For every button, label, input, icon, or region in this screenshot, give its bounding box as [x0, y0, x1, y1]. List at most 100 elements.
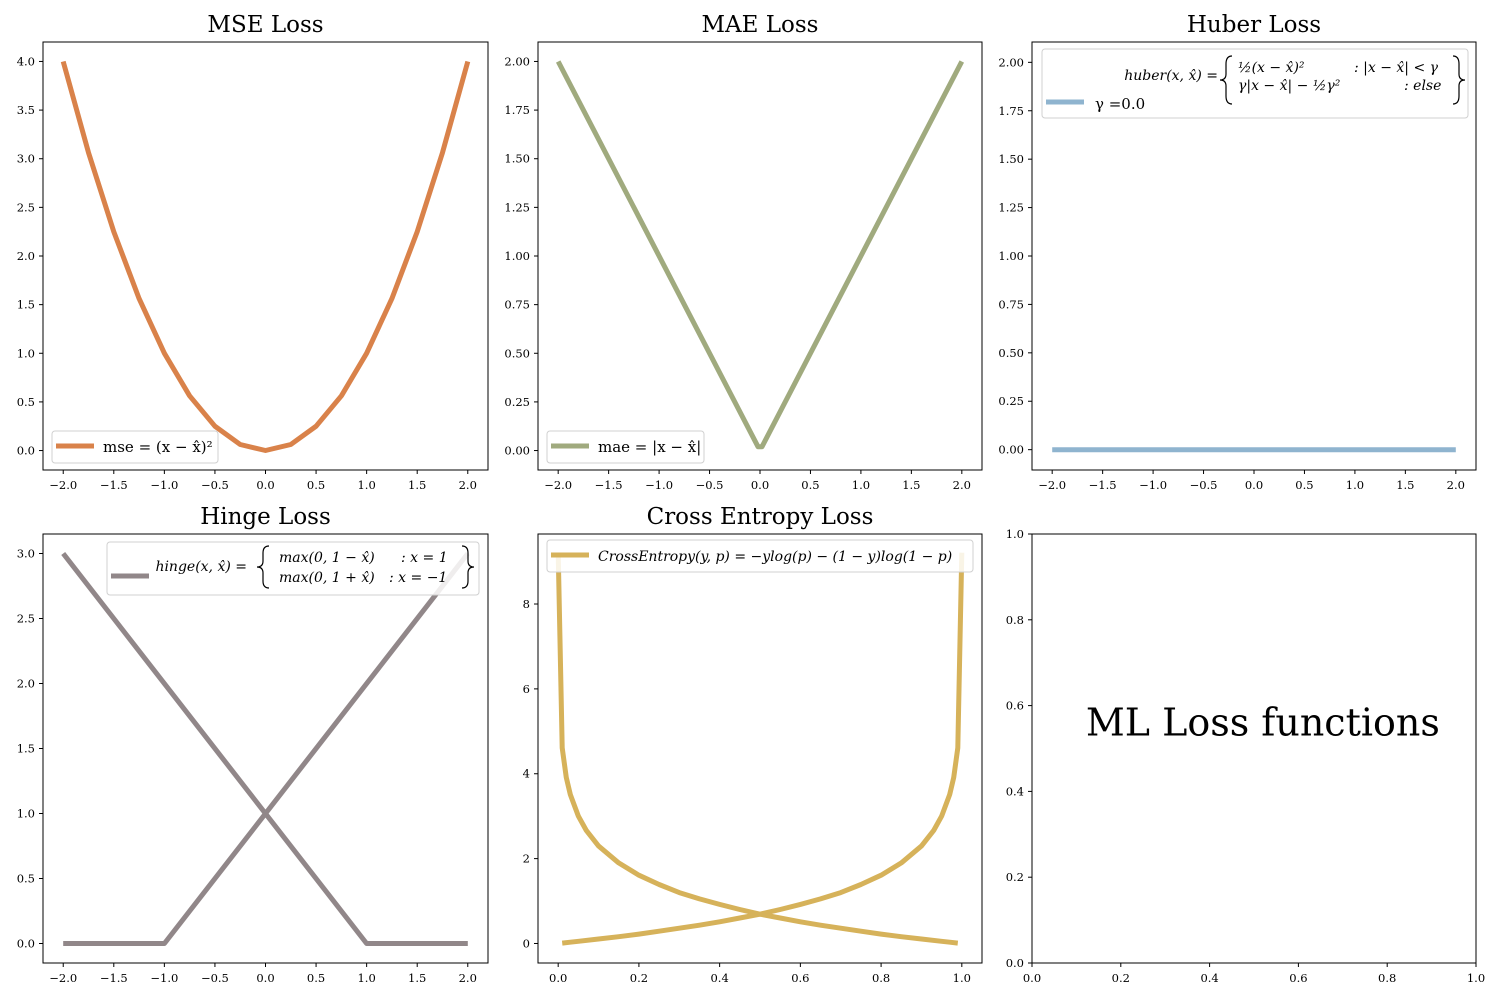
chart-panel-2: MAE Loss−2.0 −1.5 −1.0 −0.5 0.0 0.5 1.0 1.5 2.00…: [504, 12, 983, 492]
y-tick-label: 1.5: [17, 298, 35, 312]
chart-panel-4: Hinge Loss −2.0 −1.5 −1.0 −0.5 0.0 0.5 1.0 1.5 2.…: [17, 504, 489, 985]
y-tick-label: 0.5: [17, 872, 35, 886]
y-tick-label: 0.75: [998, 297, 1024, 311]
y-tick-label: 0.00: [998, 443, 1024, 457]
y-tick-label: 0.6: [1006, 699, 1024, 713]
legend-label: : |x − x̂| < γ: [1354, 60, 1439, 76]
x-tick-label: 1.0: [852, 478, 870, 492]
chart-panel-1: MSE Loss −2.0 −1.5 −1.0 −0.5 0.0 0.5 1.0 1.5 2.0 0…: [17, 12, 489, 492]
chart-panel-3: Huber Loss −2.0 −1.5 −1.0 −0.5 0.0 0.5 1.0 1.5 2.…: [998, 12, 1477, 492]
plot-frame: [537, 533, 983, 964]
chart-title: Cross Entropy Loss: [647, 504, 874, 530]
x-tick-label: 0.5: [307, 478, 325, 492]
legend-box: [106, 541, 480, 596]
y-tick-label: 1.0: [1006, 527, 1024, 541]
legend-label: huber(x, x̂) =: [1124, 68, 1218, 84]
x-tick-label: 0.5: [1295, 478, 1313, 492]
x-tick-label: −1.0: [1139, 478, 1167, 492]
x-tick-label: 1.0: [1467, 971, 1485, 985]
x-tick-label: 0.8: [1378, 971, 1396, 985]
y-tick-label: 0.25: [998, 394, 1024, 408]
series-line-1: [555, 552, 959, 946]
y-tick-label: 0.50: [504, 346, 530, 360]
x-tick-label: −1.0: [150, 478, 178, 492]
y-tick-label: 1.0: [17, 346, 35, 360]
plot-frame: [42, 533, 489, 964]
legend-label: max(0, 1 − x̂): [279, 550, 375, 566]
x-tick-label: −0.5: [1190, 478, 1218, 492]
chart-title: Hinge Loss: [200, 504, 331, 530]
legend-box: [546, 539, 974, 573]
x-tick-label: −2.0: [49, 971, 77, 985]
plot-frame: [42, 41, 489, 471]
chart-panel-5: Cross Entropy Loss 0.0 0.2 0.4 0.6 0.8 1.0 0 2 4 6…: [523, 504, 983, 985]
left-brace: [1219, 55, 1233, 105]
x-tick-label: 2.0: [459, 478, 477, 492]
legend-label: max(0, 1 + x̂): [279, 570, 375, 586]
x-tick-label: 0.0: [549, 971, 567, 985]
series-line-1: [555, 60, 965, 450]
legend-box: [1041, 48, 1469, 119]
x-tick-label: 0.5: [307, 971, 325, 985]
right-brace: [461, 545, 475, 589]
series-line-2: [561, 552, 965, 946]
y-tick-label: 6: [523, 682, 530, 696]
series-line-1: [60, 60, 471, 453]
y-tick-label: 0.0: [1006, 956, 1024, 970]
chart-title: Huber Loss: [1187, 12, 1321, 38]
y-tick-label: 2: [523, 852, 530, 866]
y-tick-label: 1.25: [998, 201, 1024, 215]
x-tick-label: −2.0: [544, 478, 572, 492]
x-tick-label: 0.2: [630, 971, 648, 985]
x-tick-label: 0.0: [1245, 478, 1263, 492]
y-tick-label: 2.00: [504, 54, 530, 68]
x-tick-label: 0.6: [791, 971, 809, 985]
y-tick-label: 2.5: [17, 200, 35, 214]
y-tick-label: 2.5: [17, 612, 35, 626]
chart-title: MSE Loss: [207, 12, 323, 38]
y-tick-label: 4: [523, 767, 530, 781]
y-tick-label: 2.0: [17, 249, 35, 263]
y-tick-label: 1.75: [998, 104, 1024, 118]
x-tick-label: 1.0: [1346, 478, 1364, 492]
legend-label: : x = −1: [389, 570, 447, 586]
x-tick-label: 0.0: [256, 971, 274, 985]
x-tick-label: 1.0: [953, 971, 971, 985]
legend-label: : else: [1404, 78, 1441, 94]
x-tick-label: −1.5: [100, 971, 128, 985]
x-tick-label: −2.0: [1038, 478, 1066, 492]
x-tick-label: 0.0: [256, 478, 274, 492]
y-tick-label: 3.0: [17, 152, 35, 166]
legend-box: [546, 430, 705, 464]
x-tick-label: 1.0: [357, 971, 375, 985]
figure-text: ML Loss functions: [1086, 701, 1440, 745]
legend-label: mse = (x − x̂)²: [103, 438, 213, 456]
x-tick-label: 1.5: [408, 478, 426, 492]
y-tick-label: 0.4: [1006, 784, 1024, 798]
legend: CrossEntropy(y, p) = −ylog(p) − (1 − y)l…: [546, 539, 974, 573]
y-tick-label: 2.00: [998, 55, 1024, 69]
legend-label: CrossEntropy(y, p) = −ylog(p) − (1 − y)l…: [598, 549, 952, 565]
y-tick-label: 1.0: [17, 807, 35, 821]
legend: mse = (x − x̂)²: [51, 430, 219, 464]
y-tick-label: 0: [523, 936, 530, 950]
y-tick-label: 0.8: [1006, 613, 1024, 627]
chart-title: MAE Loss: [702, 12, 819, 38]
x-tick-label: −0.5: [201, 478, 229, 492]
left-brace: [256, 545, 270, 589]
x-tick-label: −1.5: [1089, 478, 1117, 492]
right-brace: [1452, 55, 1466, 105]
x-tick-label: 2.0: [1447, 478, 1465, 492]
x-tick-label: 1.0: [357, 478, 375, 492]
x-tick-label: 0.2: [1112, 971, 1130, 985]
y-tick-label: 0.5: [17, 395, 35, 409]
x-tick-label: 2.0: [953, 478, 971, 492]
y-tick-label: 0.2: [1006, 870, 1024, 884]
y-tick-label: 1.00: [998, 249, 1024, 263]
x-tick-label: 1.5: [902, 478, 920, 492]
y-tick-label: 3.0: [17, 547, 35, 561]
y-tick-label: 3.5: [17, 103, 35, 117]
x-tick-label: 0.5: [801, 478, 819, 492]
x-tick-label: −1.5: [100, 478, 128, 492]
